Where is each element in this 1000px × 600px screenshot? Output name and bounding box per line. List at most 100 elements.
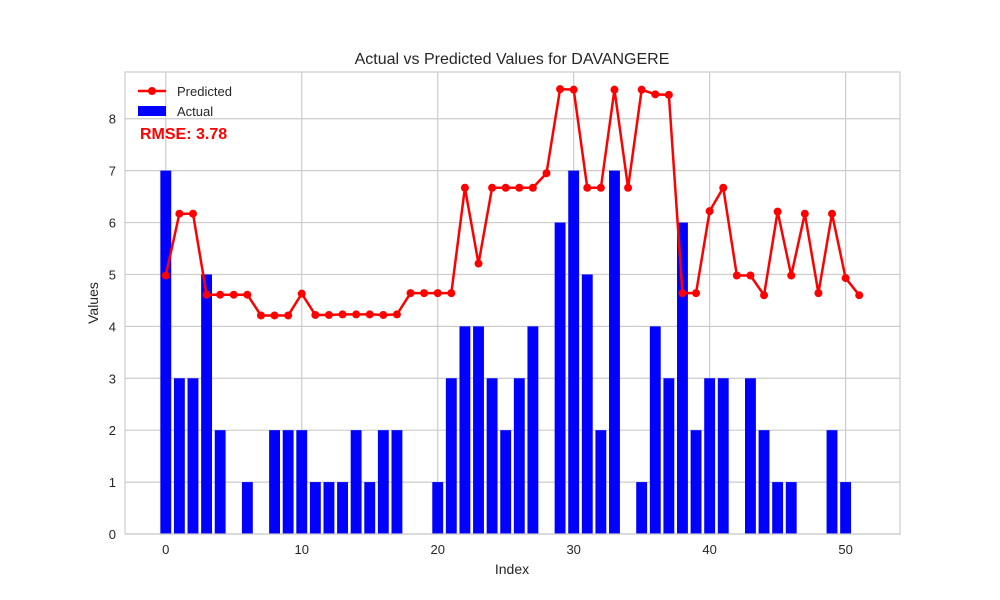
predicted-point	[569, 85, 578, 94]
predicted-point	[406, 289, 415, 298]
actual-bar	[745, 378, 756, 534]
x-tick-label: 30	[566, 542, 580, 557]
predicted-point	[610, 85, 619, 94]
predicted-point	[433, 289, 442, 298]
y-tick-label: 2	[109, 423, 116, 438]
y-tick-label: 6	[109, 216, 116, 231]
actual-bar	[568, 170, 580, 534]
actual-bar	[269, 430, 280, 534]
x-tick-labels: 0 10 20 30 40 50	[162, 542, 853, 557]
predicted-point	[651, 90, 660, 99]
legend: Predicted Actual	[138, 84, 232, 119]
y-axis-label: Values	[85, 282, 101, 324]
actual-bar	[772, 482, 784, 534]
predicted-point	[664, 90, 673, 99]
actual-bar	[337, 482, 348, 534]
actual-bar	[527, 326, 539, 534]
predicted-point	[746, 271, 755, 280]
predicted-point	[297, 289, 306, 298]
actual-bar	[826, 430, 838, 534]
plot-area-background	[125, 72, 900, 534]
y-tick-label: 5	[109, 267, 116, 282]
y-tick-label: 7	[109, 164, 116, 179]
predicted-point	[352, 310, 361, 319]
actual-bar	[785, 482, 797, 534]
plot-area-border	[124, 71, 901, 535]
actual-bar	[717, 378, 729, 534]
legend-label-actual: Actual	[177, 104, 213, 119]
actual-bar	[160, 170, 172, 534]
predicted-point	[311, 310, 320, 319]
legend-label-predicted: Predicted	[177, 84, 232, 99]
predicted-point	[324, 310, 333, 319]
predicted-point	[501, 183, 510, 192]
actual-bar	[214, 430, 226, 534]
predicted-line-layer	[161, 85, 864, 320]
actual-bar	[663, 378, 675, 534]
predicted-line	[164, 87, 861, 317]
actual-bar	[296, 430, 308, 534]
actual-bar	[282, 430, 294, 534]
predicted-point	[379, 310, 388, 319]
actual-bar	[323, 482, 335, 534]
predicted-point	[787, 271, 796, 280]
actual-bar	[445, 378, 457, 534]
predicted-point	[678, 289, 687, 298]
y-tick-labels: 0 1 2 3 4 5 6 7 8	[109, 112, 116, 542]
y-tick-label: 4	[109, 319, 116, 334]
predicted-point	[488, 183, 497, 192]
predicted-point	[202, 290, 211, 299]
actual-bar	[486, 378, 498, 534]
actual-bar	[391, 430, 403, 534]
predicted-point	[515, 183, 524, 192]
predicted-point	[624, 183, 633, 192]
actual-bar	[636, 482, 648, 534]
predicted-point	[760, 291, 769, 300]
actual-bar	[513, 378, 525, 534]
predicted-point	[583, 183, 592, 192]
actual-bar	[649, 326, 661, 534]
actual-bar	[473, 326, 484, 534]
actual-bar	[758, 430, 770, 534]
chart-title: Actual vs Predicted Values for DAVANGERE	[355, 51, 670, 68]
grid-lines	[125, 72, 900, 535]
x-tick-label: 40	[702, 542, 716, 557]
actual-bar	[595, 430, 607, 534]
actual-bar	[201, 274, 213, 534]
actual-bar	[187, 378, 199, 534]
predicted-point	[855, 291, 864, 300]
actual-bar	[677, 222, 688, 535]
predicted-point	[596, 183, 605, 192]
predicted-point	[692, 289, 701, 298]
actual-bar	[554, 222, 566, 535]
actual-bar	[241, 482, 253, 534]
actual-bar	[432, 482, 444, 534]
y-tick-label: 0	[109, 527, 116, 542]
x-tick-label: 10	[295, 542, 309, 557]
predicted-point	[420, 289, 429, 298]
actual-bar	[377, 430, 389, 534]
rmse-annotation: RMSE: 3.78	[140, 126, 227, 143]
actual-bars	[160, 170, 852, 535]
legend-predicted-marker-icon	[148, 87, 156, 95]
predicted-point	[447, 289, 456, 298]
predicted-point	[460, 183, 469, 192]
actual-bar	[500, 430, 512, 534]
predicted-point	[392, 310, 401, 319]
actual-bar	[173, 378, 185, 534]
actual-bar	[364, 482, 376, 534]
predicted-point	[637, 85, 646, 94]
x-axis-label: Index	[495, 561, 529, 577]
actual-bar	[459, 326, 471, 534]
predicted-point	[284, 311, 293, 320]
predicted-point	[270, 311, 279, 320]
predicted-point	[365, 310, 374, 319]
predicted-point	[229, 290, 238, 299]
actual-bar	[350, 430, 362, 534]
actual-bar	[309, 482, 321, 534]
y-tick-label: 3	[109, 371, 116, 386]
predicted-point	[161, 271, 170, 280]
x-tick-label: 50	[838, 542, 852, 557]
predicted-point	[216, 290, 225, 299]
